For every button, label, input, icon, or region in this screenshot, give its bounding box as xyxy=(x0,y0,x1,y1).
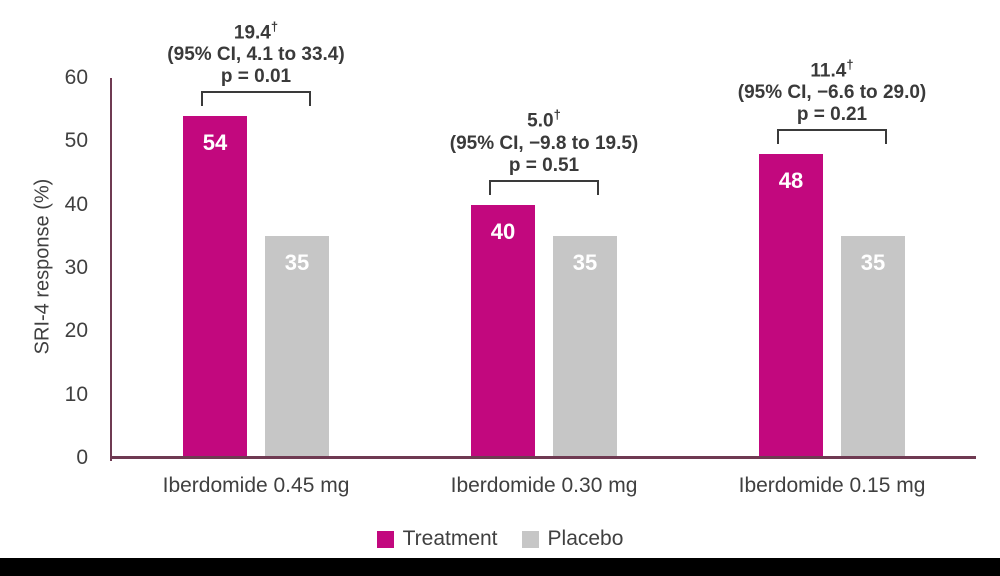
comparison-annotation: 11.4† (95% CI, −6.6 to 29.0) p = 0.21 xyxy=(672,54,992,144)
difference-label: 5.0† xyxy=(527,107,561,132)
p-value-label: p = 0.01 xyxy=(220,66,292,87)
comparison-annotation: 19.4† (95% CI, 4.1 to 33.4) p = 0.01 xyxy=(96,16,416,106)
bar-value-label: 35 xyxy=(860,250,886,276)
legend-item-placebo: Placebo xyxy=(521,527,624,551)
x-axis-line xyxy=(110,456,976,459)
legend-label: Placebo xyxy=(547,527,624,550)
y-tick-label: 60 xyxy=(64,66,88,89)
ci-label: (95% CI, −6.6 to 29.0) xyxy=(737,82,927,103)
legend: Treatment Placebo xyxy=(0,527,1000,551)
p-value-label: p = 0.51 xyxy=(508,154,580,176)
bar-value-label: 35 xyxy=(284,250,310,276)
bar-treatment: 54 xyxy=(183,116,247,458)
dagger-symbol: † xyxy=(270,18,279,34)
ci-label: (95% CI, −9.8 to 19.5) xyxy=(449,132,639,154)
difference-label: 19.4† xyxy=(233,18,279,43)
bar-value-label: 40 xyxy=(490,218,516,244)
bar-treatment: 48 xyxy=(759,154,823,458)
y-tick-label: 30 xyxy=(64,256,88,279)
x-axis-category-label: Iberdomide 0.30 mg xyxy=(450,474,638,497)
y-tick-label: 0 xyxy=(76,446,88,469)
dagger-symbol: † xyxy=(553,107,561,123)
bar-placebo: 35 xyxy=(265,236,329,458)
bar-placebo: 35 xyxy=(841,236,905,458)
comparison-bracket xyxy=(777,129,887,144)
legend-label: Treatment xyxy=(402,527,498,550)
comparison-bracket xyxy=(201,91,311,106)
bar-value-label: 48 xyxy=(778,168,804,193)
legend-item-treatment: Treatment xyxy=(376,527,498,551)
y-tick-label: 40 xyxy=(64,192,88,216)
ci-label: (95% CI, 4.1 to 33.4) xyxy=(167,44,345,65)
x-axis-category-label: Iberdomide 0.15 mg xyxy=(738,474,926,497)
y-tick-label: 20 xyxy=(64,319,88,343)
comparison-bracket xyxy=(489,179,599,195)
bar-placebo: 35 xyxy=(553,236,617,458)
y-tick-label: 10 xyxy=(64,382,88,406)
legend-swatch-placebo xyxy=(521,530,539,548)
difference-label: 11.4† xyxy=(810,56,854,81)
dagger-symbol: † xyxy=(846,56,854,72)
bar-value-label: 35 xyxy=(572,250,598,276)
legend-swatch-treatment xyxy=(376,530,394,548)
comparison-annotation: 5.0† (95% CI, −9.8 to 19.5) p = 0.51 xyxy=(384,104,704,195)
bottom-black-bar xyxy=(0,558,1000,576)
y-axis-line xyxy=(110,78,112,461)
x-axis-category-label: Iberdomide 0.45 mg xyxy=(162,474,350,497)
y-tick-label: 50 xyxy=(64,129,88,153)
bar-value-label: 54 xyxy=(202,130,228,155)
bar-treatment: 40 xyxy=(471,204,535,458)
p-value-label: p = 0.21 xyxy=(796,104,868,125)
